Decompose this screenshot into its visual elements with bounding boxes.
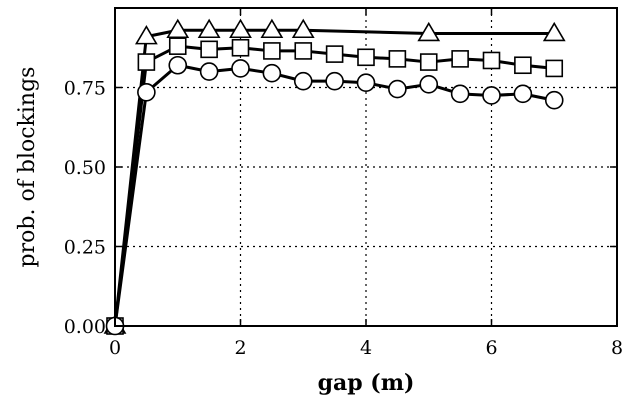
square-marker [419,53,438,71]
square-marker [168,37,187,55]
y-tick-label: 0.50 [64,157,106,179]
square-marker [357,48,375,67]
circle-marker [293,71,313,91]
x-tick-label: 6 [485,337,497,359]
x-axis-label: gap (m) [318,370,415,396]
square-marker [545,59,564,78]
circle-marker [137,82,156,102]
x-tick-label: 2 [234,337,246,359]
series-markers [103,18,566,336]
triangle-marker [166,18,190,39]
circle-marker [262,63,282,83]
y-axis-label: prob. of blockings [15,67,40,268]
triangle-marker [417,21,441,42]
circle-marker [388,79,407,99]
circle-marker [356,73,376,93]
circle-marker [482,86,501,105]
circle-marker [199,62,219,81]
square-marker [482,51,501,70]
triangle-marker [229,18,252,39]
x-tick-label: 8 [611,337,623,359]
circle-marker [168,55,188,75]
x-tick-label: 0 [109,337,121,359]
x-tick-label: 4 [360,337,372,359]
circle-marker [419,75,439,94]
triangle-marker [291,18,315,39]
circle-marker [325,71,344,91]
circle-marker [231,59,250,78]
y-tick-label: 0.75 [64,78,106,100]
circle-marker [450,84,470,104]
square-marker [514,56,532,75]
y-tick-label: 0.00 [64,316,106,338]
triangle-marker [134,25,158,45]
circle-marker [544,90,564,110]
square-marker [388,50,407,68]
triangle-marker [542,21,566,42]
y-tick-label: 0.25 [64,237,106,259]
circle-marker [513,84,533,104]
triangle-marker [197,18,221,39]
square-marker [263,42,281,60]
square-marker [451,50,469,68]
grid [115,8,617,326]
square-marker [200,40,218,59]
square-marker [294,42,313,60]
square-marker [325,45,344,63]
square-marker [231,38,250,57]
axis-ticks: 0 2 4 6 8 0.00 0.25 0.50 0.75 [64,8,623,359]
triangle-marker [260,18,284,39]
square-marker [137,53,156,71]
